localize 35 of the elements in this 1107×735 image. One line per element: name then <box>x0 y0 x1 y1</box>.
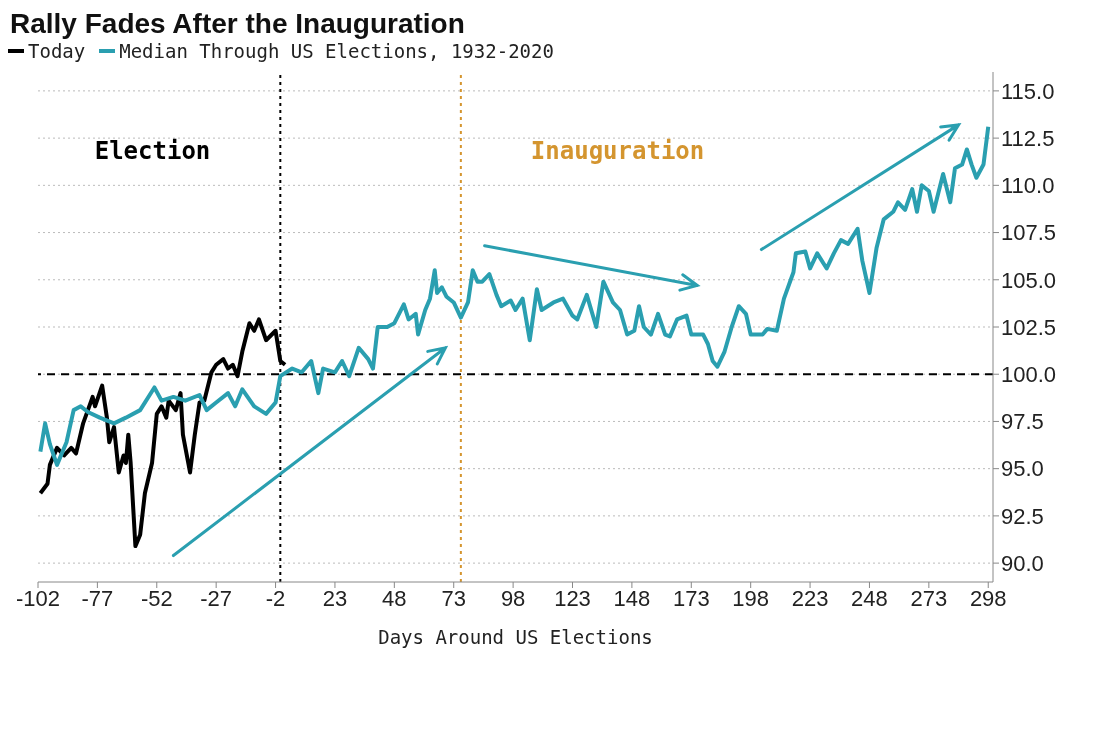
y-tick-label: 107.5 <box>1001 220 1057 246</box>
chart-title: Rally Fades After the Inauguration <box>10 8 466 40</box>
legend-label: Median Through US Elections, 1932-2020 <box>119 40 554 62</box>
y-tick-label: 102.5 <box>1001 314 1057 340</box>
x-tick-label: 248 <box>851 585 888 611</box>
x-tick-label: 123 <box>554 585 591 611</box>
x-tick-label: 23 <box>322 585 348 611</box>
x-tick-label: -27 <box>200 585 233 611</box>
x-tick-label: 98 <box>500 585 526 611</box>
y-tick-label: 105.0 <box>1001 267 1057 293</box>
line-series <box>38 124 991 467</box>
x-tick-label: -52 <box>140 585 173 611</box>
x-tick-label: -102 <box>15 585 61 611</box>
x-axis-title: Days Around US Elections <box>378 626 653 648</box>
ref-line-label: Election <box>94 137 211 166</box>
x-tick-label: 48 <box>382 585 407 611</box>
x-tick-label: -77 <box>81 585 114 611</box>
x-tick-label: 148 <box>613 585 651 611</box>
y-tick-label: 90.0 <box>1001 550 1044 576</box>
x-tick-label: 273 <box>910 585 948 611</box>
legend-label: Today <box>28 40 86 62</box>
y-tick-label: 92.5 <box>1001 503 1044 529</box>
ref-line-label: Inauguration <box>530 137 705 166</box>
y-tick-label: 110.0 <box>1001 173 1055 199</box>
y-tick-label: 97.5 <box>1001 409 1044 435</box>
y-tick-label: 100.0 <box>1001 362 1057 388</box>
x-tick-label: 198 <box>732 585 770 611</box>
x-tick-label: 73 <box>441 585 466 611</box>
x-tick-label: 298 <box>969 585 1007 611</box>
x-tick-label: 173 <box>672 585 710 611</box>
y-tick-label: 112.5 <box>1001 125 1055 151</box>
x-tick-label: 223 <box>791 585 829 611</box>
y-tick-label: 115.0 <box>1001 78 1055 104</box>
y-tick-label: 95.0 <box>1001 456 1044 482</box>
x-tick-label: -2 <box>265 585 286 611</box>
